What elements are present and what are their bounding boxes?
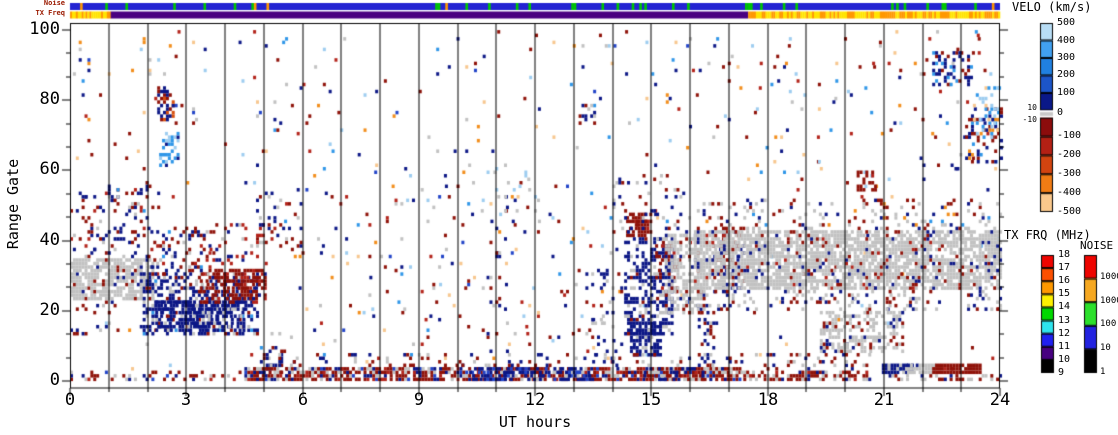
txfrq-colorbar-title: TX FRQ (MHz) — [1004, 228, 1091, 242]
x-tick-label: 21 — [873, 390, 895, 410]
txfrq-tick-label: 9 — [1058, 367, 1065, 378]
velo-tick-label: 200 — [1057, 69, 1076, 80]
velo-tick-label: 0 — [1057, 107, 1064, 118]
velo-tick-label: -200 — [1057, 149, 1082, 160]
velo-colorbar-title: VELO (km/s) — [1012, 0, 1092, 14]
txfrq-tick-label: 18 — [1058, 249, 1071, 260]
y-tick-label: 80 — [39, 89, 60, 109]
txfrq-tick-label: 14 — [1058, 301, 1071, 312]
velo-tick-label: 500 — [1057, 17, 1076, 28]
y-tick-label: 20 — [39, 300, 60, 320]
x-tick-label: 18 — [757, 390, 779, 410]
noise-tick-label: 10 — [1100, 343, 1111, 353]
x-tick-label: 3 — [180, 390, 192, 410]
x-tick-label: 9 — [413, 390, 425, 410]
y-tick-label: 40 — [39, 230, 60, 250]
noise-strip-label: Noise — [43, 0, 65, 7]
noise-tick-label: 10000 — [1100, 272, 1118, 282]
velo-tick-label: 400 — [1057, 35, 1076, 46]
velo-tick-label: 100 — [1057, 87, 1076, 98]
velo-tick-label: -300 — [1057, 168, 1082, 179]
velo-tick-label: 300 — [1057, 52, 1076, 63]
velo-gs-threshold-label: -10 — [1022, 115, 1037, 124]
velo-tick-label: -100 — [1057, 130, 1082, 141]
x-tick-label: 15 — [640, 390, 662, 410]
txfrq-tick-label: 13 — [1058, 315, 1071, 326]
x-tick-label: 24 — [989, 390, 1011, 410]
noise-tick-label: 1 — [1100, 367, 1106, 377]
noise-colorbar-title: NOISE — [1080, 239, 1114, 252]
y-tick-label: 100 — [29, 19, 60, 39]
txfrq-tick-label: 12 — [1058, 328, 1071, 339]
y-tick-label: 60 — [39, 159, 60, 179]
txfrq-tick-label: 17 — [1058, 262, 1071, 273]
txfrq-tick-label: 16 — [1058, 275, 1071, 286]
velo-tick-label: -400 — [1057, 187, 1082, 198]
x-tick-label: 0 — [64, 390, 76, 410]
x-tick-label: 6 — [297, 390, 309, 410]
noise-tick-label: 100 — [1100, 319, 1117, 329]
velo-gs-threshold-label: 10 — [1027, 103, 1037, 112]
y-tick-label: 0 — [49, 370, 60, 390]
txfrq-tick-label: 10 — [1058, 354, 1071, 365]
x-tick-label: 12 — [524, 390, 546, 410]
txfreq-strip-label: TX Freq — [35, 8, 65, 17]
x-axis-title: UT hours — [498, 413, 572, 431]
velo-tick-label: -500 — [1057, 206, 1082, 217]
txfrq-tick-label: 15 — [1058, 288, 1071, 299]
txfrq-tick-label: 11 — [1058, 341, 1071, 352]
